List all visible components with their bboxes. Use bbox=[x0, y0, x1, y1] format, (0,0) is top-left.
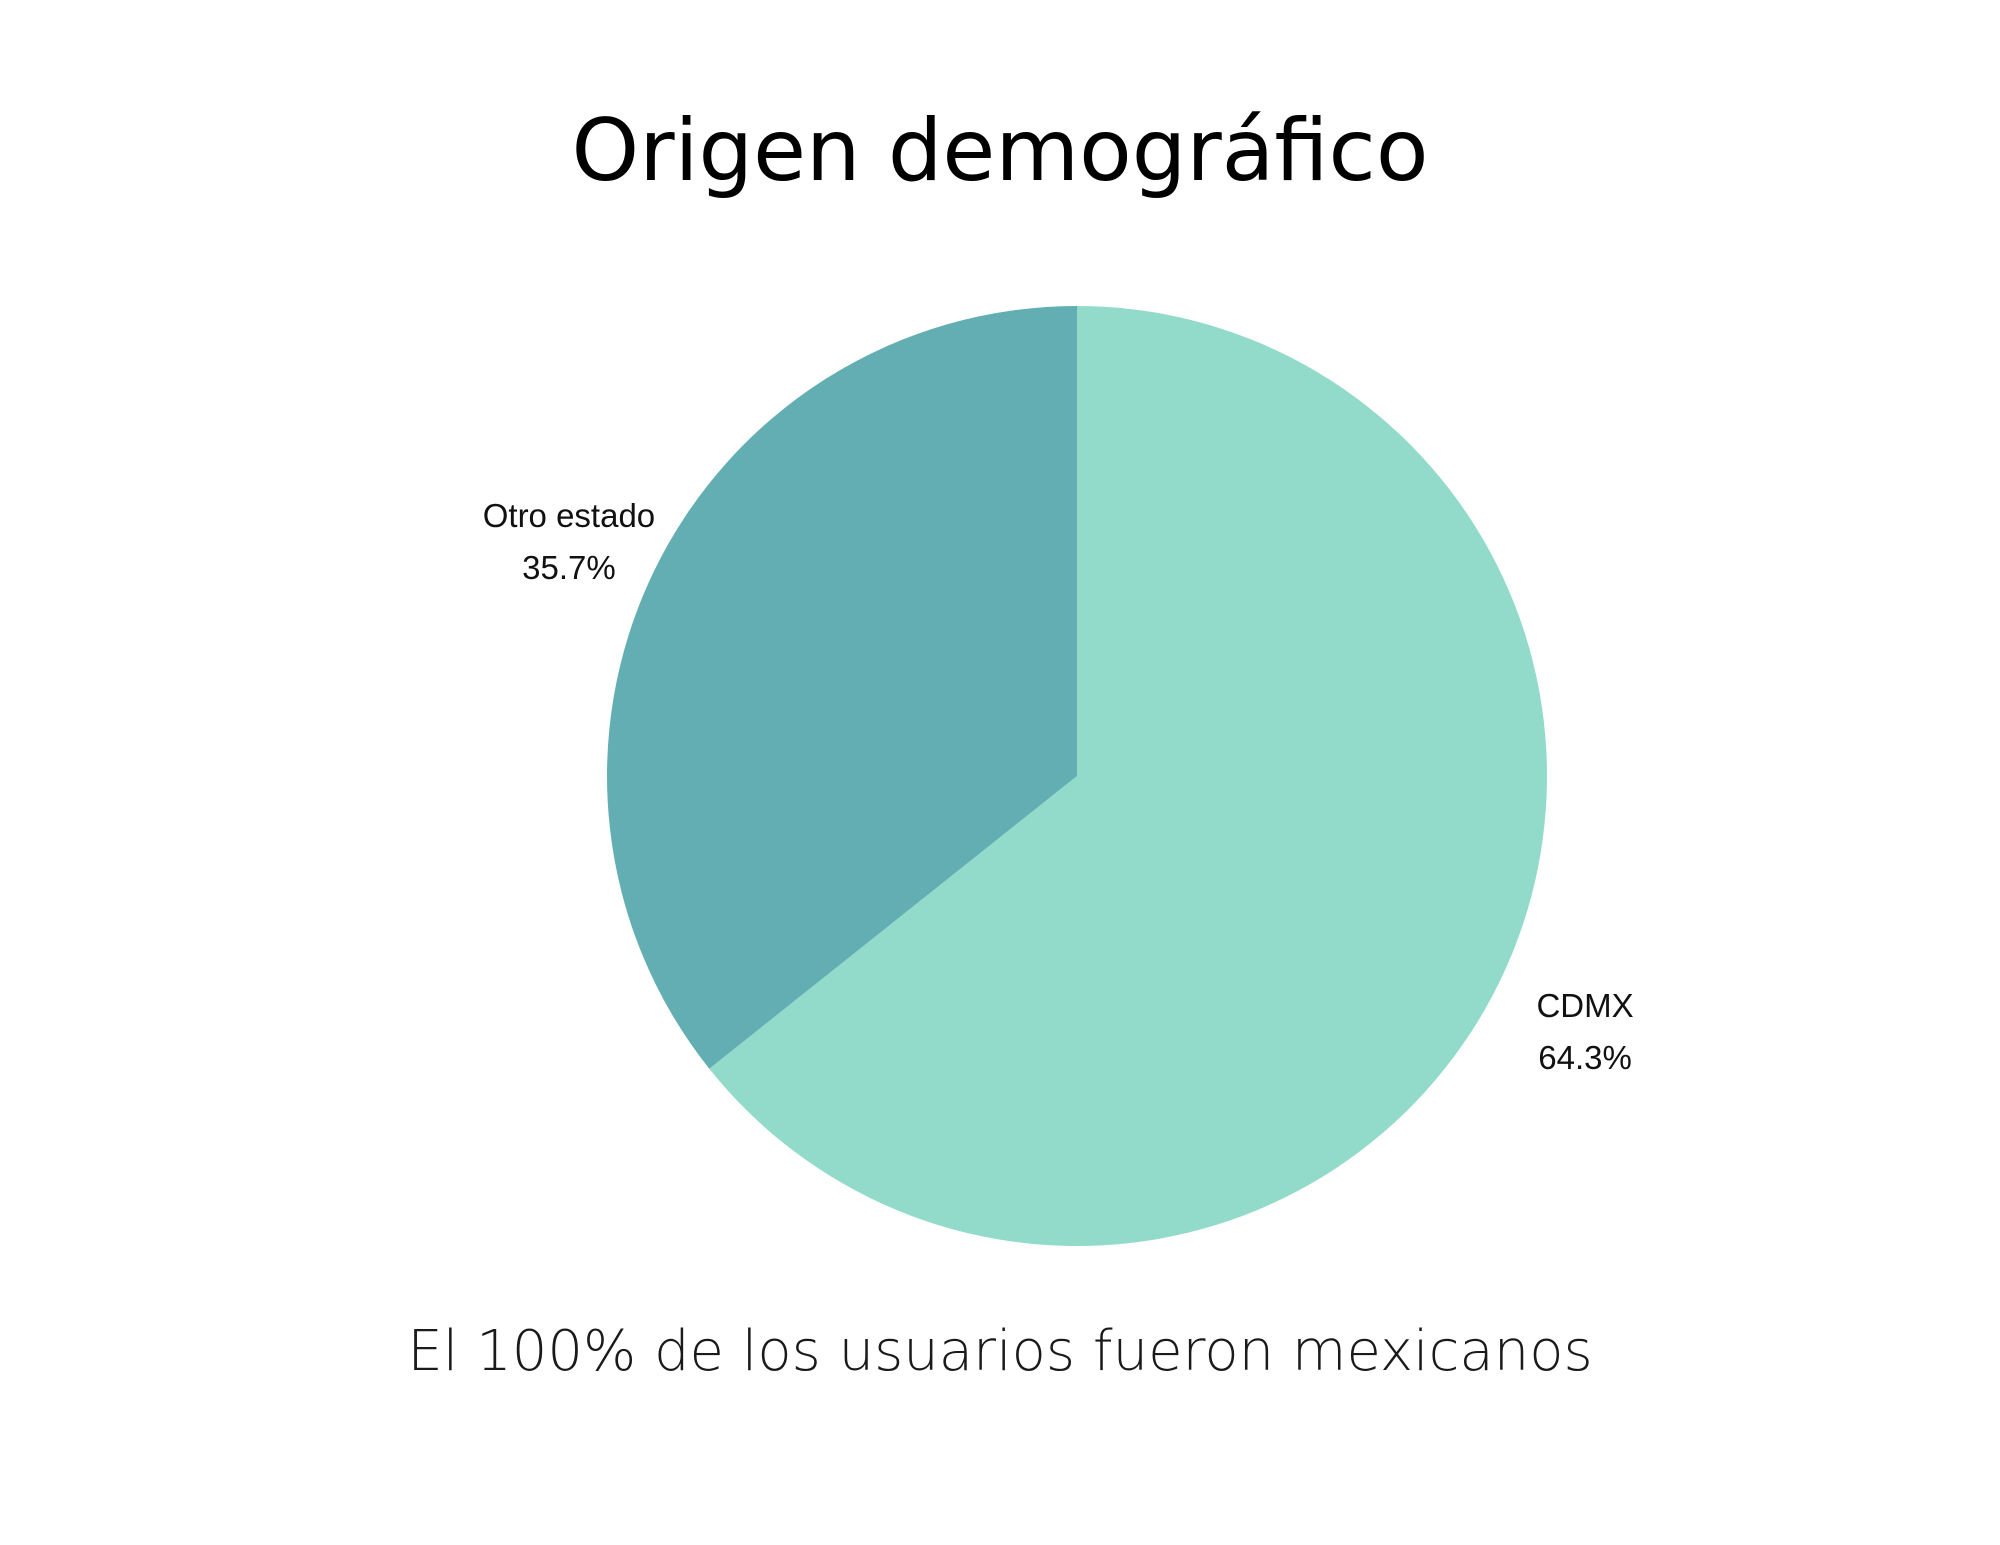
slice-value-otro-estado: 35.7% bbox=[522, 549, 616, 586]
chart-title: Origen demográfico bbox=[571, 101, 1429, 201]
pie-slice-otro-estado bbox=[607, 306, 1077, 1069]
chart-subtitle: El 100% de los usuarios fueron mexicanos bbox=[407, 1319, 1593, 1384]
slice-label-otro-estado: Otro estado bbox=[483, 497, 655, 534]
pie-slice-cdmx bbox=[709, 306, 1547, 1246]
slice-label-cdmx: CDMX bbox=[1536, 987, 1633, 1024]
slice-value-cdmx: 64.3% bbox=[1538, 1039, 1632, 1076]
